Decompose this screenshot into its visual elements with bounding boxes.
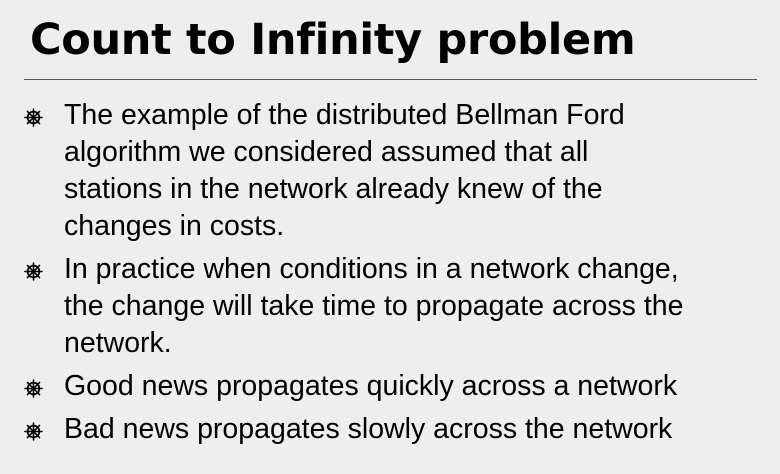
bullet-line: changes in costs. <box>64 210 285 242</box>
bullet-line: network. <box>64 327 172 359</box>
wheel-bullet-icon <box>24 108 43 127</box>
slide-title: Count to Infinity problem <box>30 15 636 65</box>
bullet-line: Bad news propagates slowly across the ne… <box>64 413 673 445</box>
bullet-item: The example of the distributed Bellman F… <box>24 97 764 245</box>
title-divider <box>24 79 757 80</box>
bullet-line: stations in the network already knew of … <box>64 173 603 205</box>
wheel-bullet-icon <box>24 379 43 398</box>
bullet-line: The example of the distributed Bellman F… <box>64 99 625 131</box>
bullet-line: the change will take time to propagate a… <box>64 290 684 322</box>
bullet-line: algorithm we considered assumed that all <box>64 136 589 168</box>
bullet-item: Good news propagates quickly across a ne… <box>24 368 764 405</box>
bullet-list: The example of the distributed Bellman F… <box>24 97 764 454</box>
bullet-item: Bad news propagates slowly across the ne… <box>24 411 764 448</box>
bullet-item: In practice when conditions in a network… <box>24 251 764 362</box>
bullet-line: Good news propagates quickly across a ne… <box>64 370 678 402</box>
bullet-line: In practice when conditions in a network… <box>64 253 679 285</box>
wheel-bullet-icon <box>24 422 43 441</box>
wheel-bullet-icon <box>24 262 43 281</box>
